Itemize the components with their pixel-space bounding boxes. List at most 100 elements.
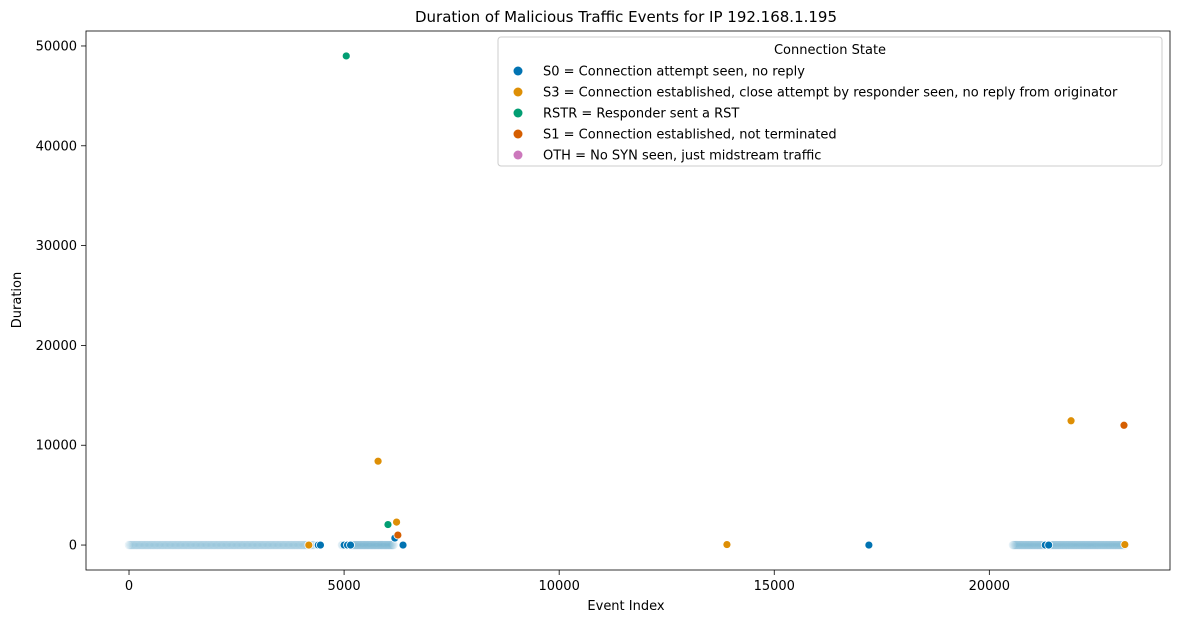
dense-point bbox=[1069, 540, 1079, 550]
dense-point bbox=[145, 540, 155, 550]
dense-point bbox=[1066, 540, 1076, 550]
dense-point bbox=[278, 540, 288, 550]
dense-point bbox=[148, 540, 157, 550]
data-point bbox=[722, 540, 732, 549]
dense-point bbox=[173, 540, 182, 550]
dense-point bbox=[366, 540, 376, 550]
dense-point bbox=[292, 540, 301, 550]
dense-point bbox=[163, 540, 172, 550]
dense-point bbox=[369, 540, 378, 550]
dense-point bbox=[268, 540, 278, 550]
dense-point bbox=[214, 540, 223, 550]
x-tick-label: 10000 bbox=[538, 579, 579, 594]
points-layer bbox=[124, 51, 1130, 550]
data-point bbox=[1044, 540, 1054, 550]
dense-point bbox=[370, 540, 380, 550]
dense-point bbox=[266, 540, 275, 550]
dense-point bbox=[154, 540, 164, 550]
dense-point bbox=[384, 540, 393, 550]
dense-point bbox=[1109, 540, 1118, 550]
dense-point bbox=[385, 540, 395, 550]
dense-point bbox=[169, 540, 179, 550]
dense-point bbox=[258, 540, 268, 550]
dense-point bbox=[1016, 540, 1025, 550]
dense-point bbox=[252, 540, 262, 550]
dense-point bbox=[241, 540, 251, 550]
dense-point bbox=[1062, 540, 1071, 550]
dense-point bbox=[1099, 540, 1109, 550]
dense-point bbox=[260, 540, 269, 550]
dense-point bbox=[156, 540, 166, 550]
legend-label: S3 = Connection established, close attem… bbox=[543, 86, 1118, 101]
dense-point bbox=[215, 540, 224, 550]
dense-point bbox=[1081, 540, 1091, 550]
data-point bbox=[373, 456, 383, 466]
dense-point bbox=[204, 540, 213, 550]
legend-label: OTH = No SYN seen, just midstream traffi… bbox=[543, 149, 821, 164]
dense-point bbox=[377, 540, 386, 550]
dense-point bbox=[370, 540, 379, 550]
dense-point bbox=[248, 540, 258, 550]
dense-point bbox=[1023, 540, 1033, 550]
dense-point bbox=[362, 540, 371, 550]
dense-point bbox=[166, 540, 176, 550]
dense-point bbox=[271, 540, 280, 550]
dense-point bbox=[1065, 540, 1074, 550]
dense-point bbox=[1102, 540, 1112, 550]
dense-point bbox=[1096, 540, 1105, 550]
dense-point bbox=[1093, 540, 1102, 550]
dense-point bbox=[261, 540, 270, 550]
dense-point bbox=[1031, 540, 1040, 550]
data-point bbox=[398, 540, 408, 550]
dense-point bbox=[1085, 540, 1095, 550]
dense-point bbox=[1090, 540, 1100, 550]
dense-point bbox=[250, 540, 259, 550]
y-axis: 0 10000 20000 30000 40000 50000 bbox=[36, 39, 86, 554]
dense-point bbox=[378, 540, 388, 550]
dense-point bbox=[1063, 540, 1072, 550]
dense-point bbox=[224, 540, 233, 550]
dense-point bbox=[236, 540, 246, 550]
dense-point bbox=[263, 540, 273, 550]
dense-point bbox=[150, 540, 160, 550]
dense-point bbox=[226, 540, 236, 550]
dense-point bbox=[291, 540, 300, 550]
dense-point bbox=[246, 540, 255, 550]
dense-point bbox=[1068, 540, 1078, 550]
dense-point bbox=[359, 540, 369, 550]
plot-frame bbox=[85, 30, 1171, 571]
dense-point bbox=[129, 540, 139, 550]
dense-point bbox=[255, 540, 264, 550]
dense-point bbox=[1064, 540, 1073, 550]
dense-point bbox=[264, 540, 274, 550]
legend-marker bbox=[513, 87, 523, 97]
dense-point bbox=[210, 540, 219, 550]
dense-point bbox=[358, 540, 368, 550]
dense-point bbox=[161, 540, 171, 550]
dense-point bbox=[171, 540, 181, 550]
dense-point bbox=[181, 540, 191, 550]
dense-point bbox=[1081, 540, 1090, 550]
dense-point bbox=[227, 540, 237, 550]
dense-point bbox=[289, 540, 299, 550]
dense-point bbox=[130, 540, 140, 550]
dense-point bbox=[125, 540, 135, 550]
dense-point bbox=[374, 540, 383, 550]
dense-point bbox=[376, 540, 385, 550]
dense-point bbox=[144, 540, 154, 550]
dense-point bbox=[165, 540, 175, 550]
dense-point bbox=[195, 540, 205, 550]
dense-point bbox=[240, 540, 249, 550]
y-tick-label: 50000 bbox=[36, 39, 77, 54]
dense-point bbox=[133, 540, 143, 550]
dense-point bbox=[245, 540, 254, 550]
dense-point bbox=[1087, 540, 1097, 550]
dense-point bbox=[386, 540, 396, 550]
dense-point bbox=[1106, 540, 1116, 550]
dense-point bbox=[243, 540, 253, 550]
dense-point bbox=[183, 540, 192, 550]
dense-point bbox=[1074, 540, 1084, 550]
dense-point bbox=[1024, 540, 1034, 550]
data-point bbox=[1119, 420, 1129, 430]
